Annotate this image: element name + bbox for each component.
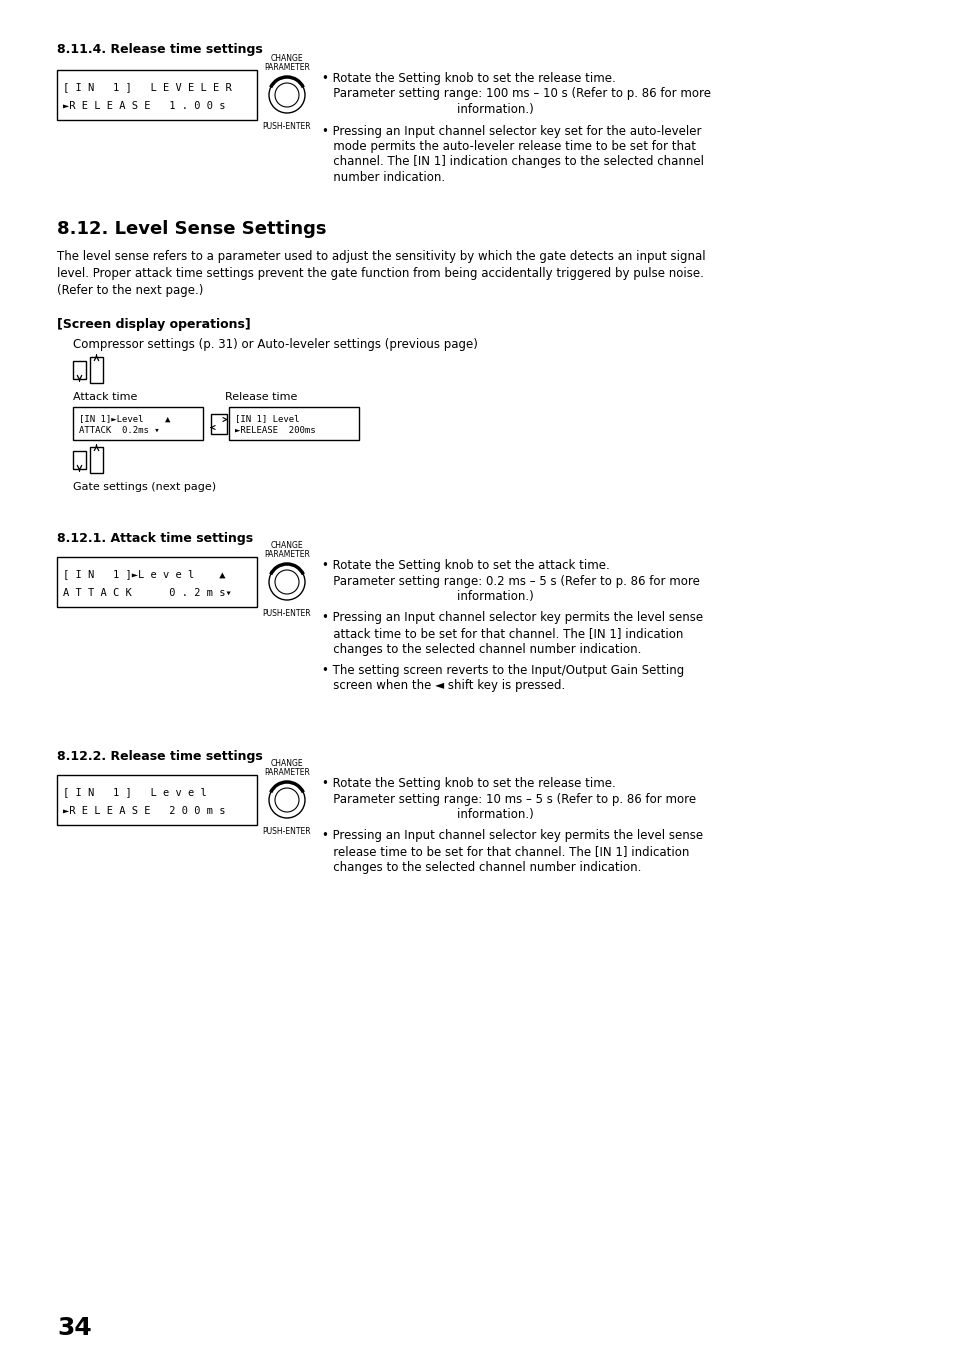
Text: PARAMETER: PARAMETER (264, 550, 310, 559)
Text: CHANGE: CHANGE (271, 759, 303, 767)
Text: screen when the ◄ shift key is pressed.: screen when the ◄ shift key is pressed. (322, 680, 565, 693)
Text: PUSH-ENTER: PUSH-ENTER (262, 609, 311, 617)
Text: Parameter setting range: 0.2 ms – 5 s (Refer to p. 86 for more: Parameter setting range: 0.2 ms – 5 s (R… (322, 574, 700, 588)
Text: PUSH-ENTER: PUSH-ENTER (262, 827, 311, 836)
Text: number indication.: number indication. (322, 172, 445, 184)
Bar (90, 447, 103, 473)
Text: ►RELEASE  200ms: ►RELEASE 200ms (234, 427, 315, 435)
Text: ►R E L E A S E   2 0 0 m s: ►R E L E A S E 2 0 0 m s (63, 807, 225, 816)
Text: CHANGE: CHANGE (271, 540, 303, 550)
Text: release time to be set for that channel. The [IN 1] indication: release time to be set for that channel.… (322, 844, 689, 858)
Text: [ I N   1 ]   L e v e l: [ I N 1 ] L e v e l (63, 788, 207, 797)
Bar (211, 413, 227, 434)
Bar (57, 775, 256, 825)
Text: • Pressing an Input channel selector key permits the level sense: • Pressing an Input channel selector key… (322, 612, 702, 624)
Text: • The setting screen reverts to the Input/Output Gain Setting: • The setting screen reverts to the Inpu… (322, 663, 683, 677)
Text: 34: 34 (57, 1316, 91, 1340)
Text: CHANGE: CHANGE (271, 54, 303, 63)
Text: PARAMETER: PARAMETER (264, 767, 310, 777)
Text: Release time: Release time (225, 392, 297, 403)
Text: [Screen display operations]: [Screen display operations] (57, 317, 251, 331)
Text: PARAMETER: PARAMETER (264, 63, 310, 72)
Text: PUSH-ENTER: PUSH-ENTER (262, 122, 311, 131)
Text: channel. The [IN 1] indication changes to the selected channel: channel. The [IN 1] indication changes t… (322, 155, 703, 169)
Bar (57, 70, 256, 120)
Text: A T T A C K      0 . 2 m s▾: A T T A C K 0 . 2 m s▾ (63, 588, 232, 598)
Text: [ I N   1 ]   L E V E L E R: [ I N 1 ] L E V E L E R (63, 82, 232, 92)
Bar (73, 361, 86, 380)
Text: [ I N   1 ]►L e v e l    ▲: [ I N 1 ]►L e v e l ▲ (63, 570, 225, 580)
Bar (57, 557, 256, 607)
Text: 8.12. Level Sense Settings: 8.12. Level Sense Settings (57, 220, 326, 238)
Text: mode permits the auto-leveler release time to be set for that: mode permits the auto-leveler release ti… (322, 141, 696, 153)
Bar (229, 407, 358, 440)
Text: Attack time: Attack time (73, 392, 137, 403)
Text: Compressor settings (p. 31) or Auto-leveler settings (previous page): Compressor settings (p. 31) or Auto-leve… (73, 338, 477, 351)
Text: • Pressing an Input channel selector key permits the level sense: • Pressing an Input channel selector key… (322, 830, 702, 843)
Text: • Rotate the Setting knob to set the release time.: • Rotate the Setting knob to set the rel… (322, 777, 615, 790)
Text: Gate settings (next page): Gate settings (next page) (73, 482, 216, 492)
Text: changes to the selected channel number indication.: changes to the selected channel number i… (322, 861, 640, 874)
Text: 8.12.2. Release time settings: 8.12.2. Release time settings (57, 750, 262, 763)
Text: [IN 1] Level: [IN 1] Level (234, 413, 299, 423)
Text: [IN 1]►Level    ▲: [IN 1]►Level ▲ (79, 413, 171, 423)
Text: 8.12.1. Attack time settings: 8.12.1. Attack time settings (57, 532, 253, 544)
Text: ATTACK  0.2ms ▾: ATTACK 0.2ms ▾ (79, 427, 159, 435)
Text: ►R E L E A S E   1 . 0 0 s: ►R E L E A S E 1 . 0 0 s (63, 101, 225, 111)
Text: attack time to be set for that channel. The [IN 1] indication: attack time to be set for that channel. … (322, 627, 682, 640)
Text: • Pressing an Input channel selector key set for the auto-leveler: • Pressing an Input channel selector key… (322, 124, 700, 138)
Text: information.): information.) (322, 808, 533, 821)
Text: (Refer to the next page.): (Refer to the next page.) (57, 284, 203, 297)
Text: Parameter setting range: 10 ms – 5 s (Refer to p. 86 for more: Parameter setting range: 10 ms – 5 s (Re… (322, 793, 696, 805)
Text: • Rotate the Setting knob to set the release time.: • Rotate the Setting knob to set the rel… (322, 72, 615, 85)
Bar (73, 407, 203, 440)
Bar (73, 451, 86, 469)
Text: 8.11.4. Release time settings: 8.11.4. Release time settings (57, 43, 262, 55)
Text: level. Proper attack time settings prevent the gate function from being accident: level. Proper attack time settings preve… (57, 267, 703, 280)
Bar (90, 357, 103, 382)
Text: The level sense refers to a parameter used to adjust the sensitivity by which th: The level sense refers to a parameter us… (57, 250, 705, 263)
Text: Parameter setting range: 100 ms – 10 s (Refer to p. 86 for more: Parameter setting range: 100 ms – 10 s (… (322, 88, 710, 100)
Text: • Rotate the Setting knob to set the attack time.: • Rotate the Setting knob to set the att… (322, 559, 609, 571)
Text: information.): information.) (322, 103, 533, 116)
Text: changes to the selected channel number indication.: changes to the selected channel number i… (322, 643, 640, 655)
Text: information.): information.) (322, 590, 533, 603)
